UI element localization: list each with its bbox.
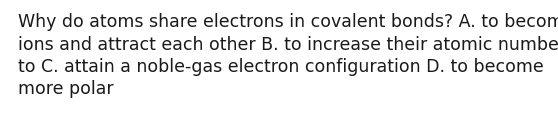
Text: to C. attain a noble-gas electron configuration D. to become: to C. attain a noble-gas electron config…: [18, 58, 543, 76]
Text: Why do atoms share electrons in covalent bonds? A. to become: Why do atoms share electrons in covalent…: [18, 13, 558, 31]
Text: ions and attract each other B. to increase their atomic numbers: ions and attract each other B. to increa…: [18, 36, 558, 54]
Text: more polar: more polar: [18, 81, 114, 99]
